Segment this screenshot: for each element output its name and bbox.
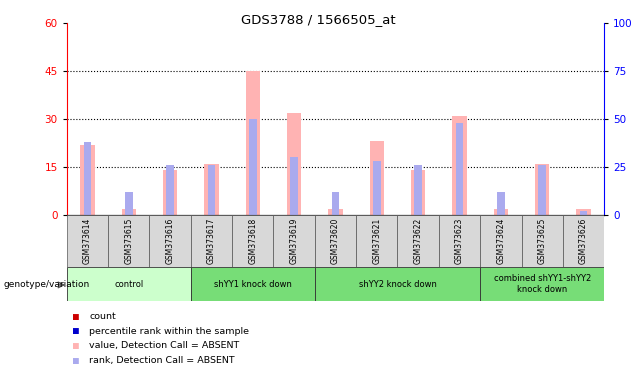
Text: GSM373617: GSM373617 [207, 218, 216, 264]
Bar [411, 170, 425, 215]
Text: rank, Detection Call = ABSENT: rank, Detection Call = ABSENT [89, 356, 235, 365]
Text: genotype/variation: genotype/variation [3, 280, 90, 290]
Text: GSM373614: GSM373614 [83, 218, 92, 264]
Text: control: control [114, 280, 143, 289]
Bar [149, 215, 191, 267]
Bar [415, 165, 422, 215]
Bar [163, 170, 177, 215]
Text: ■: ■ [73, 341, 79, 351]
Bar [398, 215, 439, 267]
Bar [125, 192, 132, 215]
Bar [535, 164, 550, 215]
Bar [563, 215, 604, 267]
Text: GSM373618: GSM373618 [248, 218, 258, 264]
Text: GSM373620: GSM373620 [331, 218, 340, 264]
Bar [480, 215, 522, 267]
Text: GSM373624: GSM373624 [496, 218, 506, 264]
Bar [497, 192, 504, 215]
Text: GSM373623: GSM373623 [455, 218, 464, 264]
Bar [67, 215, 108, 267]
Bar [191, 267, 315, 301]
Text: combined shYY1-shYY2
knock down: combined shYY1-shYY2 knock down [494, 275, 591, 294]
Bar [356, 215, 398, 267]
Text: GSM373622: GSM373622 [413, 218, 423, 264]
Bar [208, 165, 215, 215]
Bar [315, 215, 356, 267]
Bar [84, 142, 91, 215]
Bar [204, 164, 219, 215]
Bar [332, 192, 339, 215]
Text: GSM373619: GSM373619 [289, 218, 299, 264]
Text: GDS3788 / 1566505_at: GDS3788 / 1566505_at [240, 13, 396, 26]
Bar [456, 123, 463, 215]
Text: GSM373615: GSM373615 [124, 218, 134, 264]
Bar [315, 267, 480, 301]
Text: ■: ■ [73, 326, 79, 336]
Text: value, Detection Call = ABSENT: value, Detection Call = ABSENT [89, 341, 239, 351]
Text: shYY2 knock down: shYY2 knock down [359, 280, 436, 289]
Bar [522, 215, 563, 267]
Bar [494, 209, 508, 215]
Bar [576, 209, 591, 215]
Bar [328, 209, 343, 215]
Bar [273, 215, 315, 267]
Bar [539, 165, 546, 215]
Text: ■: ■ [73, 356, 79, 366]
Bar [121, 209, 136, 215]
Bar [291, 157, 298, 215]
Text: shYY1 knock down: shYY1 knock down [214, 280, 292, 289]
Bar [108, 215, 149, 267]
Bar [287, 113, 301, 215]
Bar [249, 119, 256, 215]
Text: ■: ■ [73, 312, 79, 322]
Bar [439, 215, 480, 267]
Bar [480, 267, 604, 301]
Bar [191, 215, 232, 267]
Text: count: count [89, 312, 116, 321]
Bar [80, 145, 95, 215]
Text: GSM373616: GSM373616 [165, 218, 175, 264]
Text: GSM373621: GSM373621 [372, 218, 382, 264]
Text: percentile rank within the sample: percentile rank within the sample [89, 327, 249, 336]
Bar [370, 141, 384, 215]
Bar [452, 116, 467, 215]
Text: GSM373625: GSM373625 [537, 218, 547, 264]
Text: GSM373626: GSM373626 [579, 218, 588, 264]
Bar [580, 211, 587, 215]
Bar [67, 267, 191, 301]
Bar [167, 165, 174, 215]
Bar [245, 71, 260, 215]
Bar [232, 215, 273, 267]
Bar [373, 161, 380, 215]
